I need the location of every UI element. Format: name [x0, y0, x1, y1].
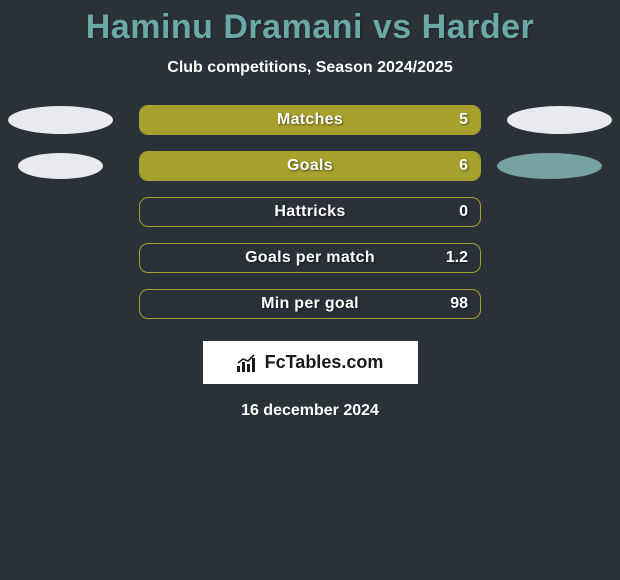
bar-matches: Matches 5: [139, 105, 481, 135]
comparison-widget: Haminu Dramani vs Harder Club competitio…: [0, 0, 620, 420]
stat-label: Goals per match: [140, 249, 480, 267]
stat-label: Goals: [140, 157, 480, 175]
subtitle: Club competitions, Season 2024/2025: [167, 59, 452, 77]
date-label: 16 december 2024: [241, 402, 379, 420]
stat-row-matches: Matches 5: [0, 105, 620, 135]
stat-value: 98: [450, 295, 468, 313]
stat-value: 0: [459, 203, 468, 221]
bar-gpm: Goals per match 1.2: [139, 243, 481, 273]
logo-text: FcTables.com: [265, 352, 384, 373]
left-ellipse-icon: [18, 153, 103, 179]
stat-row-goals: Goals 6: [0, 151, 620, 181]
stat-label: Matches: [140, 111, 480, 129]
chart-icon: [237, 354, 259, 372]
page-title: Haminu Dramani vs Harder: [86, 8, 535, 47]
stat-value: 5: [459, 111, 468, 129]
stats-area: Matches 5 Goals 6 Hattricks 0: [0, 105, 620, 335]
fctables-logo[interactable]: FcTables.com: [203, 341, 418, 384]
stat-row-gpm: Goals per match 1.2: [0, 243, 620, 273]
stat-row-hattricks: Hattricks 0: [0, 197, 620, 227]
stat-label: Min per goal: [140, 295, 480, 313]
bar-goals: Goals 6: [139, 151, 481, 181]
stat-label: Hattricks: [140, 203, 480, 221]
left-ellipse-icon: [8, 106, 113, 134]
bar-mpg: Min per goal 98: [139, 289, 481, 319]
right-ellipse-icon: [507, 106, 612, 134]
bar-hattricks: Hattricks 0: [139, 197, 481, 227]
stat-value: 6: [459, 157, 468, 175]
stat-value: 1.2: [446, 249, 468, 267]
right-ellipse-icon: [497, 153, 602, 179]
stat-row-mpg: Min per goal 98: [0, 289, 620, 319]
